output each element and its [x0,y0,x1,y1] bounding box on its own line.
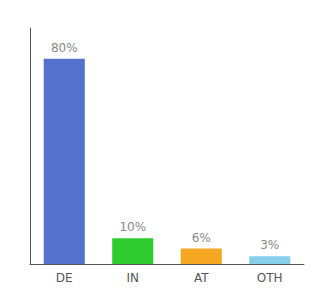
svg-text:IN: IN [126,271,139,285]
svg-text:10%: 10% [119,220,146,234]
svg-text:3%: 3% [260,238,279,252]
svg-text:AT: AT [194,271,209,285]
svg-text:6%: 6% [192,231,211,245]
svg-text:DE: DE [56,271,73,285]
svg-text:80%: 80% [51,41,78,55]
svg-text:OTH: OTH [257,271,283,285]
